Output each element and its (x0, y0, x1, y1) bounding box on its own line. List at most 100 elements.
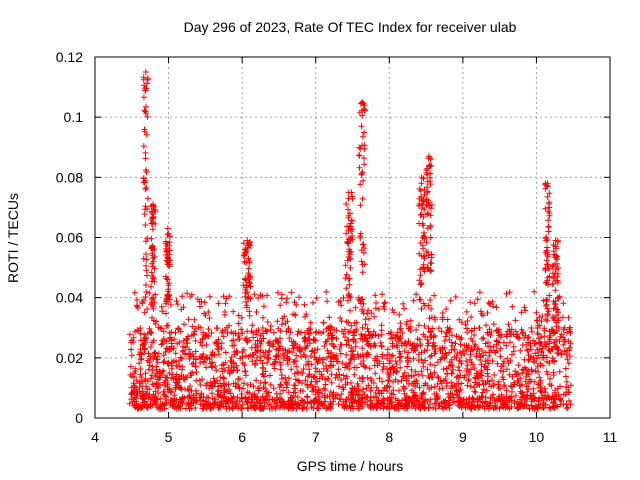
data-point (187, 383, 194, 390)
data-point (494, 360, 501, 367)
data-point (484, 378, 491, 385)
data-point (143, 184, 150, 191)
data-point (176, 339, 183, 346)
data-point (472, 341, 479, 348)
data-point (338, 302, 344, 309)
data-point (339, 360, 346, 367)
data-point (379, 351, 386, 358)
data-point (552, 237, 559, 244)
data-point (192, 387, 199, 394)
data-point (178, 396, 185, 403)
data-point (160, 352, 167, 359)
data-point (310, 373, 317, 380)
data-point (500, 368, 507, 375)
data-point (220, 333, 227, 340)
data-point (492, 349, 499, 356)
data-point (424, 336, 431, 343)
data-point (165, 230, 172, 237)
data-point (375, 397, 382, 404)
data-point (384, 346, 391, 353)
data-point (517, 375, 524, 382)
data-point (241, 251, 248, 258)
data-point (415, 351, 422, 358)
data-point (493, 304, 500, 311)
data-point (270, 385, 277, 392)
data-point (239, 360, 246, 367)
data-point (243, 259, 250, 266)
data-point (424, 189, 431, 196)
data-point (236, 336, 243, 342)
data-point (322, 392, 328, 399)
data-point (149, 339, 156, 346)
data-point (497, 345, 504, 352)
data-point (239, 330, 246, 337)
data-point (466, 371, 473, 378)
data-point (551, 389, 558, 396)
data-point (357, 181, 364, 188)
data-point (540, 400, 547, 407)
data-point (401, 348, 408, 355)
data-point (199, 353, 206, 360)
data-point (442, 350, 449, 357)
data-point (250, 383, 257, 390)
data-point (160, 328, 167, 335)
data-point (245, 353, 252, 360)
data-point (431, 292, 438, 299)
data-point (268, 401, 274, 408)
data-point (167, 402, 174, 408)
data-point (554, 385, 561, 392)
data-point (336, 383, 342, 390)
data-point (334, 374, 341, 381)
data-point (358, 296, 365, 302)
data-point (361, 261, 368, 268)
data-point (417, 212, 424, 218)
data-point (360, 155, 367, 162)
data-point (279, 375, 285, 382)
data-point (509, 303, 516, 310)
data-point (549, 281, 556, 287)
data-point (407, 327, 414, 334)
data-point (548, 326, 555, 333)
data-point (469, 361, 476, 368)
data-point (164, 225, 171, 232)
data-point (193, 390, 200, 397)
data-point (443, 306, 450, 312)
data-point (338, 318, 345, 325)
data-point (390, 378, 397, 385)
data-point (296, 294, 303, 301)
data-point (361, 363, 368, 370)
data-point (504, 355, 511, 362)
data-point (193, 377, 200, 384)
data-point (142, 69, 149, 75)
data-point (172, 329, 179, 336)
data-point (266, 389, 272, 396)
data-point (464, 362, 471, 369)
data-point (407, 317, 414, 324)
data-point (302, 377, 309, 384)
data-point (321, 343, 328, 349)
data-point (186, 353, 193, 360)
data-point (361, 129, 367, 136)
data-point (439, 316, 446, 323)
data-point (192, 356, 199, 363)
data-point (493, 327, 500, 334)
data-point (205, 400, 212, 407)
data-point (421, 347, 428, 354)
data-point (366, 315, 373, 322)
data-point (503, 333, 510, 340)
data-point (458, 335, 465, 341)
data-point (152, 394, 159, 401)
data-point (531, 359, 537, 366)
data-point (472, 375, 479, 382)
data-point (208, 390, 215, 397)
data-point (356, 164, 363, 171)
data-point (364, 350, 371, 356)
data-point (415, 322, 422, 329)
data-point (334, 358, 341, 365)
data-point (161, 358, 168, 365)
data-point (421, 382, 427, 389)
x-tick-label: 9 (459, 429, 467, 445)
data-point (144, 306, 151, 313)
data-point (528, 325, 535, 331)
